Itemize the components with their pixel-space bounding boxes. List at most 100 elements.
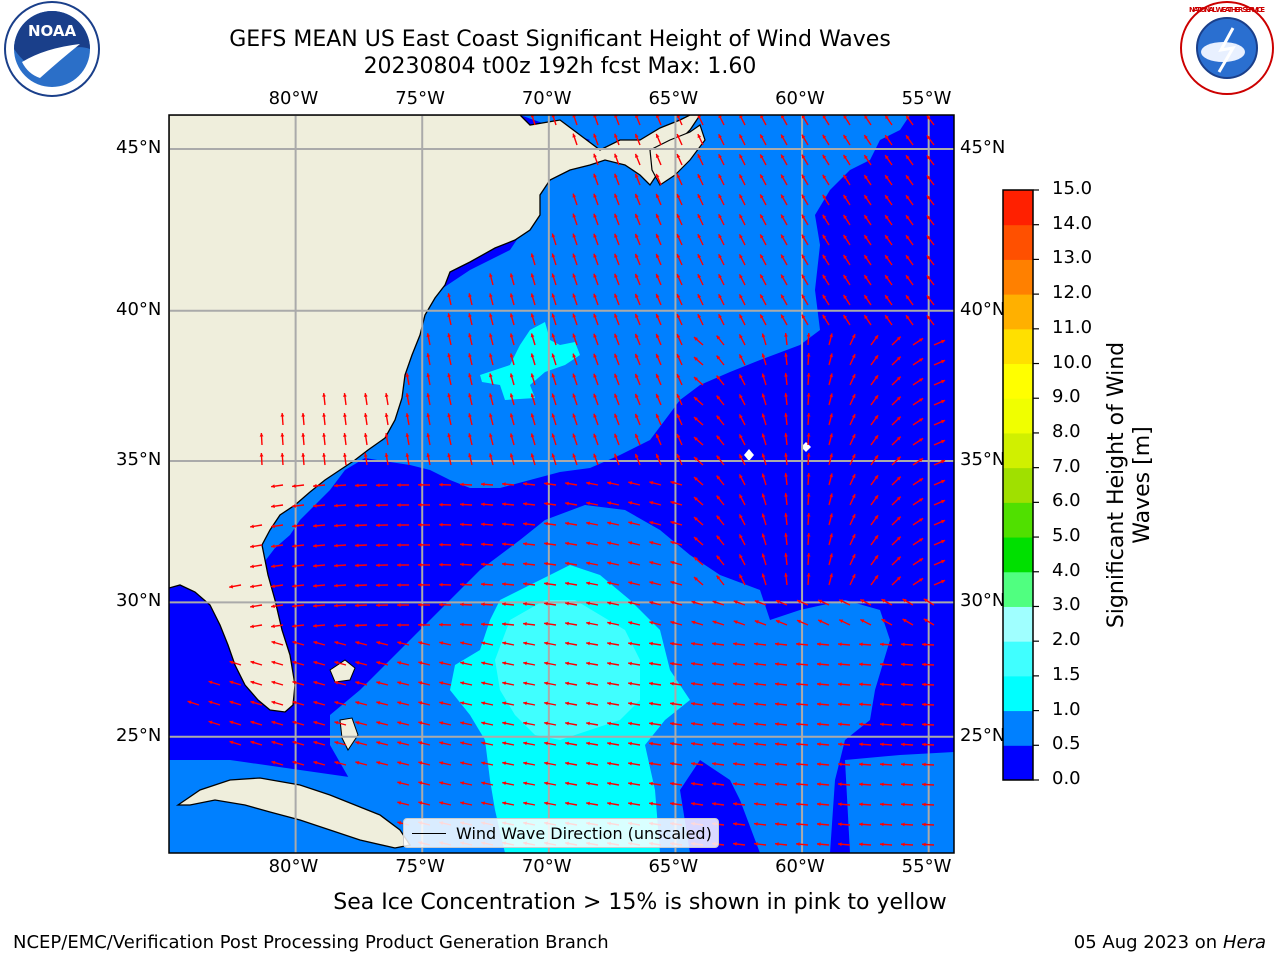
lon-tick-label: 70°W [521, 856, 572, 877]
wave-direction-arrowhead [280, 453, 285, 457]
wave-direction-arrowhead [271, 604, 275, 609]
wave-direction-arrowhead [313, 700, 318, 705]
wave-direction-arrowhead [565, 541, 569, 546]
wave-direction-arrowhead [806, 473, 811, 477]
wave-direction-arrowhead [250, 720, 255, 725]
wave-direction-arrowhead [544, 681, 549, 686]
wave-direction-arrowhead [676, 174, 681, 179]
wave-direction-arrowhead [208, 700, 213, 705]
wave-direction-arrowhead [817, 762, 821, 767]
wave-direction-arrowhead [565, 641, 569, 646]
wave-direction-arrowhead [488, 333, 493, 338]
wave-direction-arrowhead [829, 573, 833, 578]
wave-height-band-1-5-to-2-0 [495, 600, 640, 740]
wave-direction-arrowhead [502, 482, 506, 487]
wave-direction-arrowhead [926, 255, 931, 260]
wave-direction-arrowhead [691, 620, 696, 625]
wave-direction-arrowhead [418, 502, 422, 507]
wave-direction-arrowhead [694, 397, 698, 401]
wave-direction-arrowhead [614, 173, 618, 178]
wave-direction-arrowhead [655, 333, 660, 338]
wave-direction-arrowhead [628, 481, 633, 485]
lon-tick-label: 80°W [268, 88, 319, 109]
wave-direction-arrowhead [739, 434, 743, 439]
wave-direction-arrowhead [628, 541, 633, 545]
wave-direction-arrowhead [716, 335, 721, 340]
wave-direction-arrowhead [739, 134, 743, 139]
wave-direction-arrowhead [502, 761, 507, 766]
wave-direction-arrowhead [655, 293, 660, 298]
wave-direction-arrowhead [607, 481, 612, 486]
wave-direction-arrowhead [439, 542, 443, 547]
wave-direction-arrowhead [691, 721, 695, 726]
wave-direction-arrowhead [655, 433, 660, 438]
wave-direction-arrowhead [271, 700, 276, 705]
wave-direction-arrowhead [551, 413, 556, 418]
wave-direction-arrowhead [607, 781, 611, 786]
wave-direction-arrowhead [426, 433, 431, 438]
wave-direction-arrowhead [530, 333, 535, 338]
wave-direction-arrowhead [801, 234, 806, 239]
wave-direction-arrowhead [523, 661, 528, 666]
wave-direction-arrowhead [271, 504, 275, 509]
svg-text:NATIONAL WEATHER SERVICE: NATIONAL WEATHER SERVICE [1189, 6, 1265, 14]
wave-direction-arrowhead [572, 313, 577, 318]
wave-direction-arrowhead [649, 540, 654, 545]
wave-direction-arrowhead [384, 393, 389, 397]
wave-direction-arrowhead [941, 539, 946, 544]
wave-direction-arrowhead [880, 722, 884, 727]
wave-direction-arrowhead [614, 333, 618, 338]
wave-direction-arrowhead [572, 293, 577, 298]
wave-direction-arrowhead [376, 623, 380, 628]
wave-direction-arrowhead [544, 741, 549, 746]
colorbar-tick-label: 1.0 [1052, 698, 1081, 720]
colorbar-segment [1003, 467, 1033, 503]
wave-direction-arrowhead [313, 680, 318, 685]
wave-direction-arrowhead [322, 453, 326, 457]
wave-direction-arrowhead [694, 437, 698, 441]
colorbar-label-line1: Significant Height of Wind [1104, 341, 1129, 629]
wave-direction-arrowhead [922, 782, 926, 787]
wave-direction-arrowhead [922, 722, 926, 727]
wave-direction-arrowhead [523, 761, 528, 766]
wave-direction-arrowhead [801, 214, 806, 219]
wave-direction-arrowhead [864, 134, 868, 139]
wave-direction-arrowhead [572, 133, 577, 138]
wave-direction-arrowhead [502, 582, 506, 587]
wave-direction-arrowhead [460, 522, 464, 527]
wave-direction-arrowhead [572, 273, 577, 278]
lon-tick-label: 75°W [395, 856, 445, 877]
wave-direction-arrowhead [426, 353, 431, 358]
wave-direction-arrowhead [775, 702, 779, 706]
wave-direction-arrowhead [468, 393, 472, 398]
colorbar-segment [1003, 328, 1033, 365]
wave-direction-arrowhead [784, 433, 788, 437]
wave-direction-arrowhead [572, 373, 577, 378]
wave-direction-arrowhead [586, 501, 591, 506]
wave-direction-arrowhead [250, 700, 255, 705]
wave-direction-arrowhead [851, 534, 856, 539]
wave-direction-arrowhead [941, 459, 946, 464]
colorbar-segment [1003, 502, 1033, 538]
wave-direction-arrowhead [250, 544, 254, 549]
wave-direction-arrowhead [718, 314, 722, 319]
lon-tick-label: 80°W [268, 856, 319, 877]
wave-direction-arrowhead [691, 641, 695, 646]
wave-direction-arrowhead [896, 476, 901, 481]
wave-direction-arrowhead [271, 640, 276, 645]
wave-direction-arrowhead [881, 599, 886, 603]
wave-direction-arrowhead [817, 822, 821, 827]
wave-direction-arrowhead [565, 741, 569, 746]
wave-direction-arrowhead [655, 233, 660, 238]
colorbar-segment [1003, 398, 1033, 434]
wave-direction-arrowhead [829, 413, 833, 418]
wave-direction-arrowhead [775, 842, 779, 846]
wave-direction-arrowhead [439, 602, 443, 607]
wave-direction-arrowhead [712, 681, 716, 686]
wave-direction-arrowhead [860, 619, 865, 623]
wave-direction-arrowhead [843, 314, 848, 319]
wave-direction-arrowhead [806, 513, 811, 517]
wave-direction-arrowhead [754, 722, 758, 726]
lon-tick-label: 55°W [901, 856, 952, 877]
wave-direction-arrowhead [271, 544, 275, 549]
